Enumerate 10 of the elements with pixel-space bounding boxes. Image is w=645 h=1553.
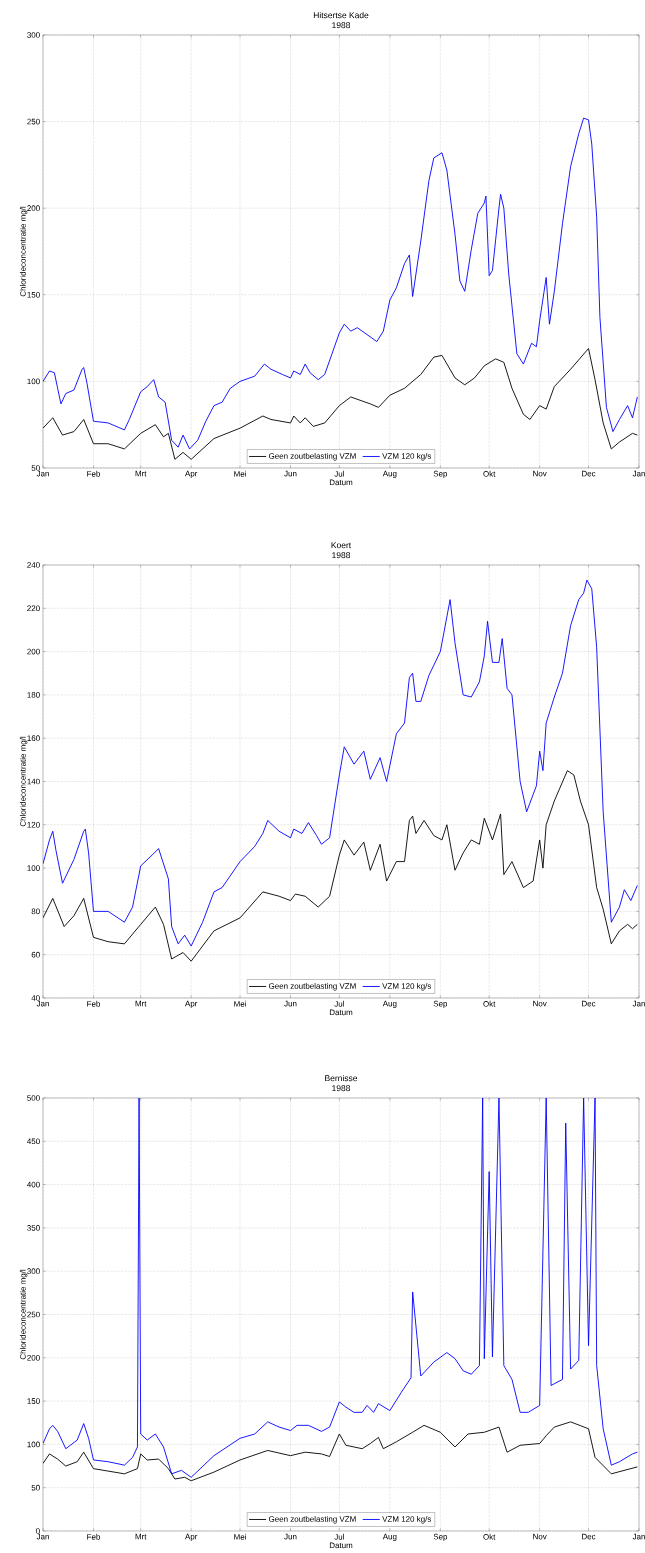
chart-subtitle: 1988: [332, 552, 351, 559]
line-series: [43, 1421, 638, 1482]
line-series: [43, 348, 638, 460]
chart-subtitle: 1988: [332, 22, 351, 29]
line-series: [43, 579, 638, 947]
chart-title: Koert: [331, 542, 352, 549]
chart-subtitle: 1988: [332, 1085, 351, 1092]
line-series: [43, 1097, 638, 1478]
chart-title: Bernisse: [325, 1074, 358, 1082]
chart-title: Hitsertse Kade: [313, 11, 369, 19]
